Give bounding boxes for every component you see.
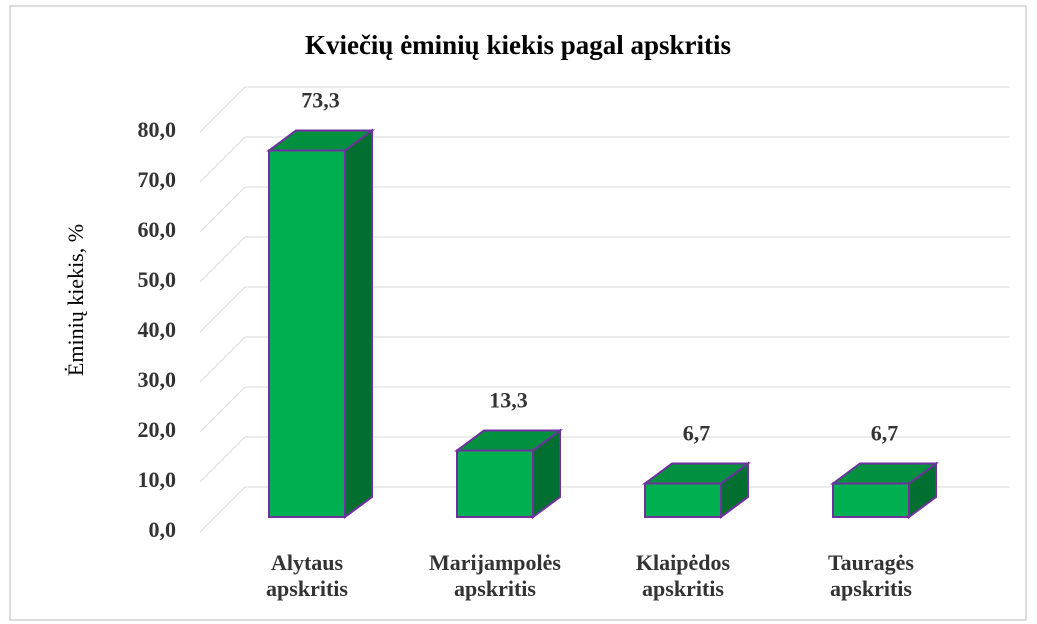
- bar: [456, 449, 534, 518]
- frame: [9, 5, 1027, 621]
- data-label: 73,3: [301, 88, 340, 113]
- data-label: 6,7: [871, 421, 899, 446]
- grid-line: [199, 236, 246, 283]
- grid-line: [199, 136, 246, 183]
- x-tick-label: Tauragės apskritis: [828, 550, 914, 601]
- y-tick-label: 50,0: [138, 267, 177, 292]
- x-tick-label: Alytaus apskritis: [266, 550, 348, 601]
- grid-line: [199, 436, 246, 483]
- grid-line: [199, 186, 246, 233]
- grid-line: [199, 336, 246, 383]
- y-tick-label: 20,0: [138, 417, 177, 442]
- grid-line: [199, 386, 246, 433]
- data-label: 13,3: [489, 388, 528, 413]
- y-tick-label: 10,0: [138, 467, 177, 492]
- x-tick-label: Marijampolės apskritis: [429, 550, 561, 601]
- grid-line: [199, 286, 246, 333]
- bar: [268, 149, 346, 518]
- data-label: 6,7: [683, 421, 711, 446]
- y-tick-label: 40,0: [138, 317, 177, 342]
- y-tick-label: 70,0: [138, 167, 177, 192]
- y-tick-label: 0,0: [149, 517, 177, 542]
- y-tick-label: 60,0: [138, 217, 177, 242]
- chart-title: Kviečių ėminių kiekis pagal apskritis: [305, 30, 731, 60]
- y-axis-label: Ėminių kiekis, %: [63, 224, 88, 376]
- bar: [644, 482, 722, 518]
- y-tick-label: 80,0: [138, 117, 177, 142]
- grid-line: [199, 86, 246, 133]
- bar-side: [344, 128, 373, 519]
- y-tick-label: 30,0: [138, 367, 177, 392]
- grid-line: [199, 486, 246, 533]
- x-tick-label: Klaipėdos apskritis: [635, 550, 731, 601]
- bar: [832, 482, 910, 518]
